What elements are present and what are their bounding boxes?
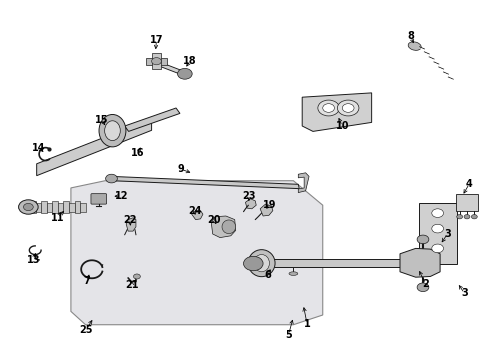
Circle shape xyxy=(456,215,462,219)
Polygon shape xyxy=(151,53,161,69)
Circle shape xyxy=(416,235,428,244)
Text: 20: 20 xyxy=(207,215,221,225)
Polygon shape xyxy=(455,194,477,211)
Circle shape xyxy=(342,104,353,112)
Polygon shape xyxy=(245,199,256,209)
Polygon shape xyxy=(145,58,167,65)
Circle shape xyxy=(317,100,339,116)
Circle shape xyxy=(151,58,161,65)
Text: 21: 21 xyxy=(125,280,139,290)
Polygon shape xyxy=(124,108,180,131)
Ellipse shape xyxy=(99,114,126,147)
Circle shape xyxy=(19,200,38,214)
Text: 19: 19 xyxy=(263,200,276,210)
Circle shape xyxy=(337,100,358,116)
Text: 23: 23 xyxy=(242,191,256,201)
Circle shape xyxy=(322,104,334,112)
Text: 4: 4 xyxy=(465,179,472,189)
Text: 7: 7 xyxy=(83,276,90,286)
Polygon shape xyxy=(47,202,52,211)
Text: 10: 10 xyxy=(335,121,348,131)
Polygon shape xyxy=(58,202,63,211)
Polygon shape xyxy=(80,202,85,211)
Ellipse shape xyxy=(104,121,120,140)
Circle shape xyxy=(431,224,443,233)
Text: 3: 3 xyxy=(460,288,467,298)
Text: 24: 24 xyxy=(187,206,201,216)
Polygon shape xyxy=(63,201,69,213)
Text: 15: 15 xyxy=(95,114,108,125)
Polygon shape xyxy=(37,119,151,176)
Polygon shape xyxy=(111,176,299,189)
Circle shape xyxy=(463,215,469,219)
Polygon shape xyxy=(260,204,272,216)
Text: 3: 3 xyxy=(443,229,450,239)
Polygon shape xyxy=(302,93,371,131)
Text: 25: 25 xyxy=(79,325,92,336)
Polygon shape xyxy=(30,201,36,213)
Text: 1: 1 xyxy=(303,319,310,329)
Text: 8: 8 xyxy=(407,31,413,41)
Circle shape xyxy=(177,68,192,79)
Circle shape xyxy=(105,174,117,183)
Text: 9: 9 xyxy=(177,164,184,174)
Text: 5: 5 xyxy=(285,330,291,340)
Text: 2: 2 xyxy=(421,279,428,289)
Polygon shape xyxy=(298,173,308,193)
Polygon shape xyxy=(71,181,322,325)
Polygon shape xyxy=(399,248,439,277)
Circle shape xyxy=(243,256,263,271)
Circle shape xyxy=(416,283,428,292)
FancyBboxPatch shape xyxy=(91,194,106,204)
Circle shape xyxy=(470,215,476,219)
Ellipse shape xyxy=(222,220,235,234)
Text: 13: 13 xyxy=(26,255,40,265)
Polygon shape xyxy=(52,201,58,213)
Text: 12: 12 xyxy=(114,191,128,201)
Circle shape xyxy=(133,274,140,279)
Polygon shape xyxy=(69,202,74,211)
Polygon shape xyxy=(258,259,400,267)
Circle shape xyxy=(431,209,443,217)
Ellipse shape xyxy=(407,42,420,50)
Text: 16: 16 xyxy=(131,148,144,158)
Text: 14: 14 xyxy=(32,143,46,153)
Circle shape xyxy=(431,244,443,253)
Text: 18: 18 xyxy=(183,56,196,66)
Text: 6: 6 xyxy=(264,270,271,280)
Ellipse shape xyxy=(253,255,269,272)
Text: 11: 11 xyxy=(51,213,64,223)
Polygon shape xyxy=(126,218,136,231)
Text: 17: 17 xyxy=(149,35,163,45)
Polygon shape xyxy=(211,216,235,238)
Ellipse shape xyxy=(288,272,297,275)
Ellipse shape xyxy=(248,250,274,276)
Text: 22: 22 xyxy=(122,215,136,225)
Polygon shape xyxy=(36,202,41,211)
Polygon shape xyxy=(191,211,203,220)
Polygon shape xyxy=(74,201,80,213)
Circle shape xyxy=(23,203,33,211)
FancyBboxPatch shape xyxy=(418,203,456,264)
Polygon shape xyxy=(41,201,47,213)
